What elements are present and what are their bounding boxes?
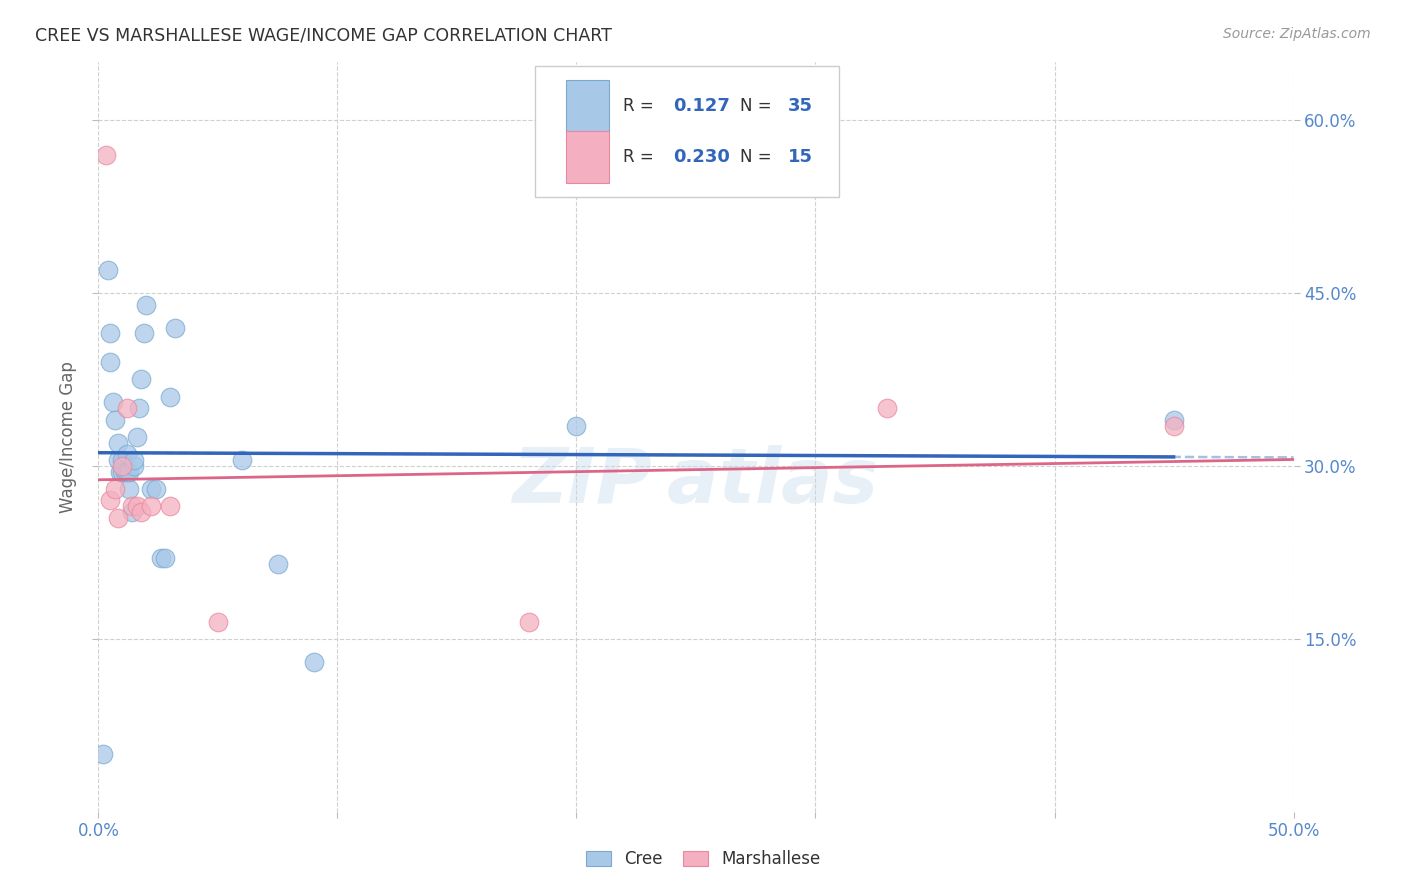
Text: N =: N = [740, 97, 778, 115]
Point [98, 493, 122, 508]
Point [139, 482, 162, 496]
Point [104, 413, 127, 427]
Point [159, 390, 181, 404]
Point [149, 551, 172, 566]
Point [565, 418, 588, 433]
Point [104, 482, 127, 496]
Point [128, 401, 150, 416]
Point [876, 401, 898, 416]
Y-axis label: Wage/Income Gap: Wage/Income Gap [59, 361, 77, 513]
Point [97, 263, 120, 277]
Point [121, 500, 143, 514]
Point [267, 557, 290, 571]
Text: ZIP atlas: ZIP atlas [513, 445, 879, 519]
Text: 15: 15 [787, 148, 813, 166]
Text: R =: R = [623, 97, 659, 115]
Point [124, 458, 146, 473]
Point [108, 465, 131, 479]
Text: R =: R = [623, 148, 659, 166]
Point [107, 435, 129, 450]
Point [131, 372, 153, 386]
Text: N =: N = [740, 148, 778, 166]
Point [114, 465, 136, 479]
Point [231, 453, 253, 467]
Point [111, 458, 134, 473]
Text: 35: 35 [787, 97, 813, 115]
Point [111, 453, 134, 467]
Point [121, 505, 143, 519]
Point [302, 655, 325, 669]
Point [98, 355, 122, 369]
Point [115, 465, 138, 479]
Point [163, 320, 186, 334]
Point [107, 453, 129, 467]
Point [132, 326, 155, 341]
Point [115, 401, 138, 416]
Point [139, 500, 162, 514]
Legend: Cree, Marshallese: Cree, Marshallese [579, 844, 827, 875]
Point [125, 500, 148, 514]
Point [118, 465, 141, 479]
FancyBboxPatch shape [565, 80, 609, 132]
Point [107, 510, 129, 524]
Text: 0.230: 0.230 [673, 148, 730, 166]
Point [517, 615, 540, 629]
Point [1163, 413, 1185, 427]
Point [98, 326, 122, 341]
Point [131, 505, 153, 519]
FancyBboxPatch shape [534, 66, 839, 197]
Point [118, 482, 141, 496]
Point [145, 482, 167, 496]
Point [101, 395, 124, 409]
Point [91, 747, 114, 761]
Point [135, 297, 157, 311]
Point [125, 430, 148, 444]
Text: 0.127: 0.127 [673, 97, 730, 115]
Point [207, 615, 229, 629]
Point [1163, 418, 1185, 433]
Point [94, 147, 117, 161]
Point [115, 447, 138, 461]
Text: Source: ZipAtlas.com: Source: ZipAtlas.com [1223, 27, 1371, 41]
Text: CREE VS MARSHALLESE WAGE/INCOME GAP CORRELATION CHART: CREE VS MARSHALLESE WAGE/INCOME GAP CORR… [35, 27, 612, 45]
Point [124, 453, 146, 467]
FancyBboxPatch shape [565, 131, 609, 183]
Point [111, 465, 134, 479]
Point [155, 551, 177, 566]
Point [159, 500, 181, 514]
